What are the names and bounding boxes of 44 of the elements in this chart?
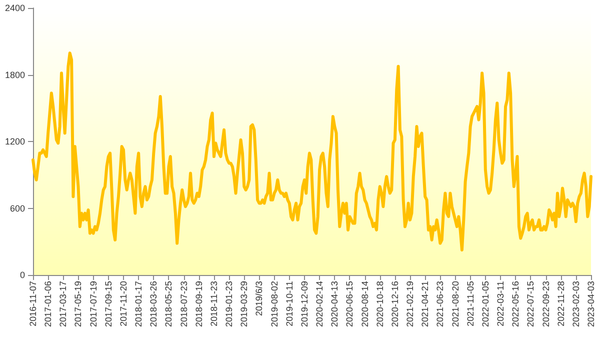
x-tick-label: 2018-09-19 [194, 281, 204, 328]
x-tick-label: 2022-11-28 [556, 281, 566, 326]
x-tick-label: 2017-11-20 [118, 281, 128, 326]
x-tick-label: 2019-10-11 [284, 281, 294, 326]
x-tick-label: 2019/6/3 [254, 281, 264, 316]
x-tick-label: 2022-01-05 [480, 281, 490, 328]
x-tick-label: 2020-02-14 [314, 281, 325, 328]
x-tick-label: 2023-04-03 [586, 281, 596, 328]
y-tick-label: 1200 [4, 136, 25, 146]
x-tick-label: 2022-09-23 [540, 281, 551, 328]
x-tick-label: 2021-08-20 [450, 281, 460, 328]
y-tick-label: 2400 [4, 3, 25, 13]
x-tick-label: 2020-04-13 [330, 281, 340, 328]
y-tick-label: 1800 [4, 70, 25, 80]
x-tick-label: 2022-03-11 [496, 281, 506, 326]
x-tick-label: 2020-08-14 [360, 281, 370, 328]
x-tick-label: 2019-03-29 [239, 281, 250, 328]
y-tick-label: 0 [20, 270, 25, 280]
x-tick-label: 2022-05-16 [510, 281, 521, 328]
x-tick-label: 2020-06-15 [344, 281, 355, 328]
x-tick-label: 2023-02-03 [570, 281, 581, 328]
x-tick-label: 2021-04-21 [420, 281, 430, 328]
x-tick-label: 2021-02-19 [405, 281, 416, 328]
x-tick-label: 2021-06-23 [435, 281, 446, 328]
x-tick-label: 2017-03-17 [58, 281, 68, 328]
x-tick-label: 2019-08-02 [269, 281, 280, 328]
x-tick-label: 2016-11-07 [28, 281, 38, 326]
y-tick-label: 600 [10, 203, 25, 214]
x-tick-label: 2019-01-23 [224, 281, 234, 328]
x-tick-label: 2021-11-05 [465, 281, 476, 326]
x-tick-label: 2019-12-09 [299, 281, 310, 328]
x-tick-label: 2017-05-19 [73, 281, 84, 328]
x-tick-label: 2018-03-26 [148, 281, 159, 328]
x-tick-label: 2018-01-17 [134, 281, 144, 328]
x-tick-label: 2020-12-16 [390, 281, 400, 328]
x-tick-label: 2018-05-25 [164, 281, 174, 328]
x-tick-label: 2022-07-15 [526, 281, 536, 328]
x-tick-label: 2017-01-06 [43, 281, 54, 328]
x-tick-label: 2017-07-19 [88, 281, 98, 328]
x-tick-label: 2018-07-23 [178, 281, 189, 328]
line-series [32, 52, 592, 252]
x-tick-label: 2017-09-15 [103, 281, 114, 328]
x-tick-label: 2018-11-23 [208, 281, 219, 326]
x-tick-label: 2020-10-18 [374, 281, 385, 328]
